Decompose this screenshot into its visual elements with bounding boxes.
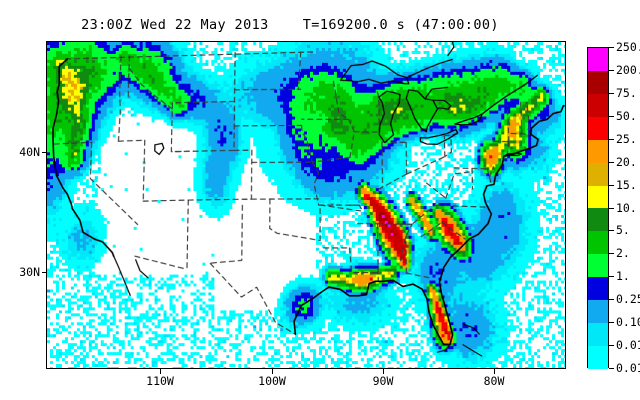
colorbar-band (588, 208, 608, 232)
colorbar-tick-label: 1. (616, 269, 630, 284)
colorbar-tick (609, 368, 614, 369)
colorbar-tick-label: 250. (616, 40, 640, 54)
latitude-tick-label: 30N (19, 265, 40, 279)
colorbar-tick-label: 0.01 (616, 361, 640, 375)
colorbar-tick-label: 2. (616, 246, 630, 261)
longitude-tick-label: 90W (372, 374, 394, 388)
colorbar-tick-label: 5. (616, 223, 630, 238)
colorbar-tick (609, 115, 614, 117)
colorbar[interactable]: 250. 200. 75. 50. 25. 20. 15. 10. 5. 2. 1. 0.25 0.10… (587, 40, 640, 375)
colorbar-band (588, 323, 608, 346)
colorbar-band (588, 345, 608, 369)
page-title: 23:00Z Wed 22 May 2013 T=169200.0 s (47:… (81, 17, 499, 33)
colorbar-band (588, 231, 608, 255)
colorbar-tick (609, 299, 614, 301)
colorbar-tick (609, 207, 614, 209)
colorbar-tick (609, 253, 614, 255)
colorbar-tick (609, 345, 614, 347)
longitude-tick (494, 369, 495, 374)
colorbar-tick (609, 184, 614, 186)
colorbar-band (588, 254, 608, 278)
colorbar-tick (609, 230, 614, 232)
colorbar-tick (609, 69, 614, 71)
map-panel[interactable] (46, 41, 566, 369)
colorbar-tick (609, 47, 614, 48)
longitude-tick (160, 369, 161, 374)
colorbar-band (588, 185, 608, 209)
latitude-tick (42, 152, 47, 153)
colorbar-tick-label: 25. (616, 131, 637, 146)
colorbar-tick-label: 200. (616, 62, 640, 77)
longitude-tick (383, 369, 384, 374)
longitude-tick-label: 110W (146, 374, 174, 388)
latitude-tick-label: 40N (19, 145, 40, 159)
colorbar-tick-label: 0.10 (616, 315, 640, 330)
colorbar-band (588, 70, 608, 94)
colorbar-band (588, 300, 608, 324)
colorbar-tick (609, 276, 614, 278)
colorbar-tick-label: 0.25 (616, 292, 640, 307)
colorbar-tick (609, 92, 614, 94)
latitude-tick (42, 272, 47, 273)
colorbar-tick-label: 10. (616, 200, 637, 215)
colorbar-band (588, 162, 608, 186)
colorbar-band (588, 277, 608, 301)
colorbar-tick (609, 138, 614, 140)
colorbar-tick (609, 322, 614, 324)
longitude-tick (272, 369, 273, 374)
precipitation-heatmap-canvas[interactable] (47, 42, 565, 368)
colorbar-tick-label: 15. (616, 177, 637, 192)
colorbar-bands (587, 47, 609, 369)
colorbar-tick-label: 20. (616, 154, 637, 169)
colorbar-band (588, 93, 608, 117)
colorbar-tick-label: 75. (616, 85, 637, 100)
longitude-tick-label: 80W (483, 374, 505, 388)
colorbar-tick (609, 161, 614, 163)
colorbar-band (588, 139, 608, 163)
colorbar-band (588, 116, 608, 140)
colorbar-tick-label: 0.01 (616, 338, 640, 353)
longitude-tick-label: 100W (258, 374, 286, 388)
colorbar-band (588, 48, 608, 71)
colorbar-tick-label: 50. (616, 108, 637, 123)
